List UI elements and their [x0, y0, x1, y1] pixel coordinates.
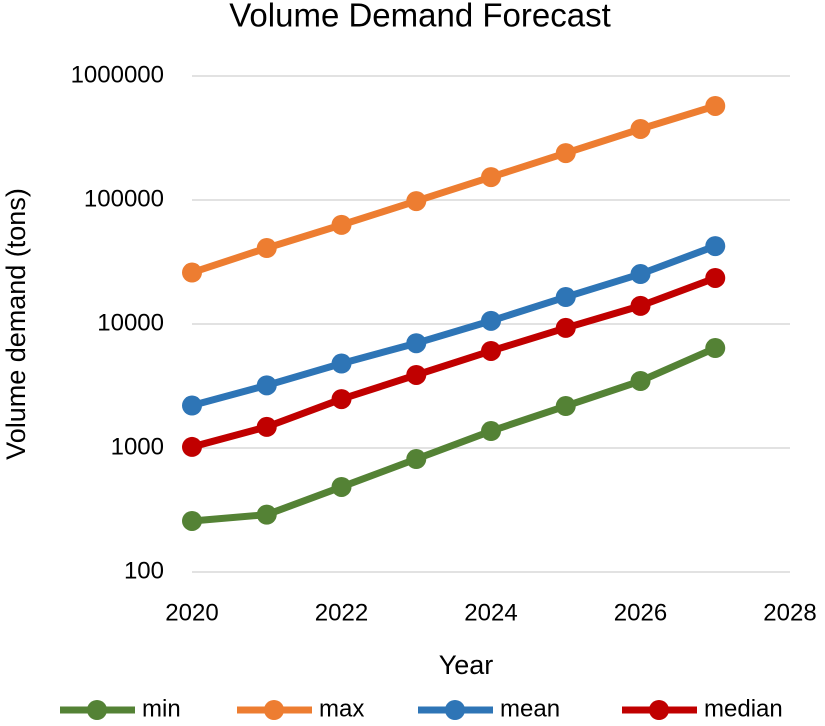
x-axis-label: Year: [439, 650, 494, 680]
data-point: [705, 95, 726, 116]
y-tick-label: 1000000: [71, 61, 164, 88]
data-point: [630, 295, 651, 316]
legend-swatch-marker: [649, 700, 669, 720]
legend-label: mean: [500, 695, 560, 721]
data-point: [256, 375, 277, 396]
data-point: [256, 416, 277, 437]
data-point: [481, 340, 501, 361]
data-point: [555, 317, 576, 338]
series-line: [190, 102, 717, 276]
data-point: [182, 436, 202, 457]
series-line: [191, 274, 717, 451]
legend-swatch-marker: [87, 700, 107, 720]
data-point: [331, 353, 352, 374]
data-point: [406, 449, 427, 470]
legend-label: min: [142, 695, 181, 721]
x-tick-label: 2022: [315, 599, 368, 626]
x-tick-label: 2020: [165, 599, 218, 626]
data-point: [331, 389, 352, 410]
series-line: [191, 242, 717, 409]
data-point: [182, 262, 202, 283]
chart-title: Volume Demand Forecast: [229, 0, 611, 34]
data-point: [555, 396, 576, 417]
x-tick-label: 2028: [763, 599, 816, 626]
data-point: [182, 395, 202, 416]
data-point: [630, 370, 651, 391]
y-tick-label: 1000: [111, 433, 164, 460]
data-point: [406, 191, 427, 212]
data-point: [481, 167, 501, 188]
data-point: [705, 338, 726, 359]
data-point: [331, 214, 352, 235]
data-point: [481, 421, 501, 442]
y-tick-label: 10000: [97, 309, 164, 336]
data-point: [630, 264, 651, 285]
data-point: [182, 510, 202, 531]
data-point: [555, 287, 576, 308]
data-point: [331, 476, 352, 497]
data-point: [705, 267, 726, 288]
data-point: [705, 236, 726, 257]
data-point: [481, 310, 501, 331]
legend-swatch-marker: [445, 700, 465, 720]
y-tick-label: 100: [124, 557, 164, 584]
data-point: [256, 504, 277, 525]
x-tick-label: 2024: [464, 599, 517, 626]
data-point: [256, 238, 277, 259]
x-tick-label: 2026: [614, 599, 667, 626]
data-point: [555, 143, 576, 164]
series-line: [191, 344, 717, 525]
y-axis-label: Volume demand (tons): [1, 188, 31, 460]
data-point: [406, 364, 427, 385]
legend-label: max: [319, 695, 364, 721]
data-point: [630, 118, 651, 139]
data-point: [406, 333, 427, 354]
legend-label: median: [704, 695, 783, 721]
y-tick-label: 100000: [84, 185, 164, 212]
legend-swatch-marker: [264, 700, 284, 720]
